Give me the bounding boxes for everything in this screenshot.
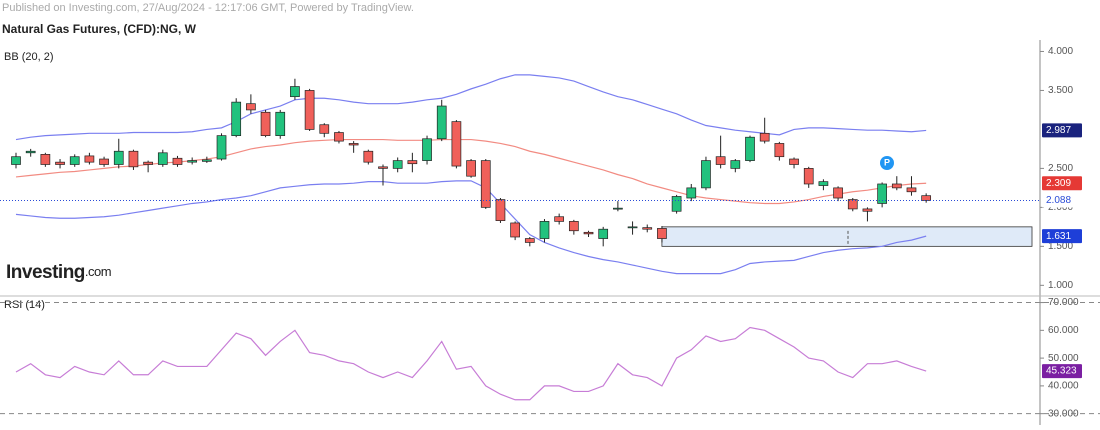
candle-body [231,101,242,136]
candle-body [789,158,799,165]
y-tick-label: 50.000 [1048,353,1079,364]
candle-body [451,121,462,167]
candle-body [613,207,623,210]
y-tick-label: 40.000 [1048,381,1079,392]
y-tick-label: 1.000 [1048,280,1073,291]
price-badge [1042,364,1082,379]
candle-body [774,143,785,158]
y-tick-label: 60.000 [1048,325,1079,336]
candle-body [466,160,476,177]
candle-body [480,160,491,208]
candle-body [598,228,609,239]
candle-body [657,228,667,239]
bollinger-band [15,180,927,275]
candle-body [422,138,432,161]
marker-label: P [884,157,890,167]
candle-body [759,132,770,142]
candle-body [906,187,917,193]
candle-body [319,124,330,134]
y-tick-label: 2.000 [1048,202,1073,213]
candle-body [290,86,300,98]
price-badge-label: 2.987 [1046,125,1071,136]
candle-body [260,111,271,136]
candle-body [627,226,638,229]
candle-body [187,160,198,163]
candle-body [246,103,256,111]
candle-body [275,111,286,136]
candle-body [436,105,447,140]
candle-body [921,195,932,201]
candle-body [524,238,535,243]
header: Published on Investing.com, 27/Aug/2024 … [2,2,414,14]
candle-body [392,160,403,169]
rsi-line [15,326,927,401]
candle-body [69,156,80,165]
candle-body [378,166,388,169]
candle-body [11,156,21,165]
range-box [661,226,1033,247]
marker [880,156,894,170]
candle-body [833,187,843,199]
candle-body [334,132,344,142]
candle-body [84,155,95,163]
price-badge [1042,123,1082,138]
price-badge [1042,229,1082,244]
candle-body [730,160,741,169]
candle-body [113,150,124,165]
candle-body [818,181,829,186]
price-badge [1042,176,1082,191]
candle-body [143,161,153,165]
bollinger-band [15,74,927,141]
candle-body [348,143,359,146]
rsi-title: RSI (14) [4,299,45,311]
candle-body [583,231,594,235]
price-badge-label: 2.088 [1046,195,1071,206]
price-badge-label: 1.631 [1046,231,1071,242]
candle-body [25,150,36,154]
logo: Investing.com [6,262,111,283]
y-tick-label: 2.500 [1048,163,1073,174]
candle-body [216,135,227,160]
candle-body [363,150,374,163]
candle-body [701,160,711,189]
candle-body [495,199,506,221]
candle-body [539,221,550,239]
candle-body [715,156,726,165]
price-badge-label: 45.323 [1046,366,1077,377]
candle-body [55,161,65,165]
y-tick-label: 3.500 [1048,85,1073,96]
chart-title: Natural Gas Futures, (CFD):NG, W [2,22,197,36]
candle-body [686,187,697,199]
y-tick-label: 1.500 [1048,241,1073,252]
candle-body [40,154,51,165]
y-tick-label: 4.000 [1048,46,1073,57]
bollinger-band [15,138,927,205]
candle-body [862,208,873,212]
candle-body [128,150,139,168]
candle-body [304,90,315,130]
indicator-label: BB (20, 2) [4,51,54,63]
candle-body [642,227,653,230]
candle-body [172,157,183,165]
candle-body [510,222,520,238]
price-badge-label: 2.309 [1046,178,1071,189]
price-badge [1042,193,1082,208]
candle-body [201,159,212,162]
candle-body [745,136,755,161]
candle-body [671,196,682,212]
candle-body [847,199,858,210]
candle-body [99,158,109,165]
candle-body [568,221,579,232]
candle-body [157,152,168,165]
candle-body [803,168,814,185]
candle-body [407,160,418,165]
candle-body [891,183,902,189]
candle-body [554,216,565,222]
candle-body [877,183,887,204]
